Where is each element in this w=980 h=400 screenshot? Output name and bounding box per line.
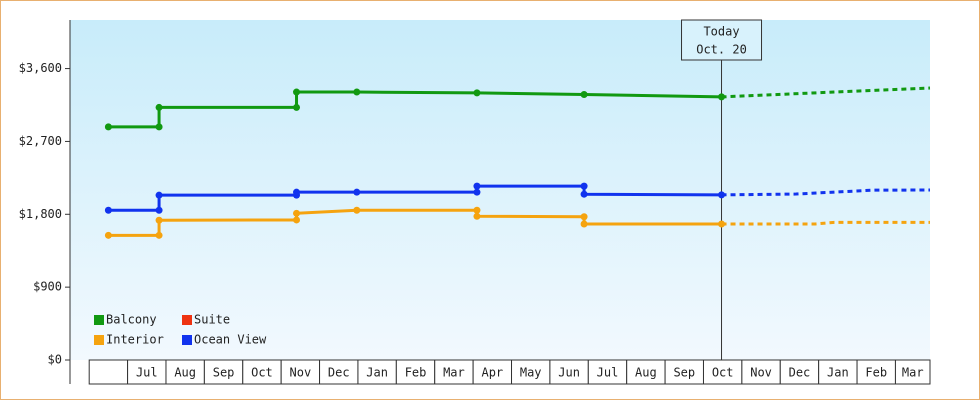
price-point [718,220,726,228]
price-point [155,216,163,224]
price-point [718,93,726,101]
price-point [353,206,361,214]
x-tick-label: Apr [481,366,503,380]
legend-label: Suite [194,313,230,327]
x-tick-label: Oct [712,366,734,380]
x-tick-label: Mar [443,366,465,380]
x-tick-label: Aug [174,366,196,380]
price-point [580,220,588,228]
x-cell [395,359,436,385]
price-point [473,206,481,214]
price-point [293,188,301,196]
x-tick-label: Mar [902,366,924,380]
price-point [353,88,361,96]
x-cell [741,359,781,385]
price-point [718,191,726,199]
x-tick-label: Oct [251,366,273,380]
legend-label: Interior [106,333,164,347]
x-tick-label: Jul [597,366,619,380]
x-tick-label: May [520,366,542,380]
x-tick-label: Jul [136,366,158,380]
legend-swatch [182,315,192,325]
price-point [104,206,112,214]
price-point [155,191,163,199]
price-point [353,188,361,196]
y-tick-label: $2,700 [19,134,62,148]
price-point [580,90,588,98]
today-box [681,19,763,61]
x-tick-label: Nov [290,366,312,380]
x-tick-label: Sep [213,366,235,380]
x-cell [818,359,858,385]
price-point [293,209,301,217]
y-tick-label: $1,800 [19,207,62,221]
y-tick-label: $0 [48,353,62,367]
x-cell [165,359,205,385]
x-cell [779,359,820,385]
price-point [473,89,481,97]
x-cell [664,359,704,385]
x-tick-label: Sep [673,366,695,380]
price-point [473,188,481,196]
price-point [104,231,112,239]
forecast-line [721,188,931,197]
x-tick-label: Feb [865,366,887,380]
price-point [155,231,163,239]
price-point [473,212,481,220]
price-point [473,182,481,190]
x-cell [549,359,589,385]
price-point [104,123,112,131]
price-point [293,103,301,111]
legend-label: Balcony [106,313,157,327]
price-point [580,190,588,198]
x-cell [894,359,931,385]
price-point [155,103,163,111]
x-cell [856,359,896,385]
y-tick-label: $3,600 [19,61,62,75]
x-tick-label: Aug [635,366,657,380]
x-cell [319,359,359,385]
x-tick-label: Dec [789,366,811,380]
forecast-line [721,220,930,226]
x-cell [472,359,513,385]
y-tick-label: $900 [33,280,62,294]
x-cell [626,359,666,385]
x-tick-label: Dec [328,366,350,380]
x-cell [88,359,129,385]
x-cell [242,359,282,385]
today-label: Oct. 20 [696,43,747,57]
plot-area [70,20,930,360]
x-tick-label: Jan [366,366,388,380]
x-tick-label: Jan [827,366,849,380]
price-point [293,216,301,224]
price-point [580,182,588,190]
price-point [580,213,588,221]
legend-swatch [94,335,104,345]
x-tick-label: Feb [405,366,427,380]
x-tick-label: Nov [750,366,772,380]
price-point [293,88,301,96]
x-tick-label: Jun [558,366,580,380]
legend-swatch [182,335,192,345]
legend-swatch [94,315,104,325]
price-point [155,206,163,214]
price-point [155,123,163,131]
forecast-line [721,86,931,99]
today-label: Today [703,25,739,39]
legend-label: Ocean View [194,333,267,347]
